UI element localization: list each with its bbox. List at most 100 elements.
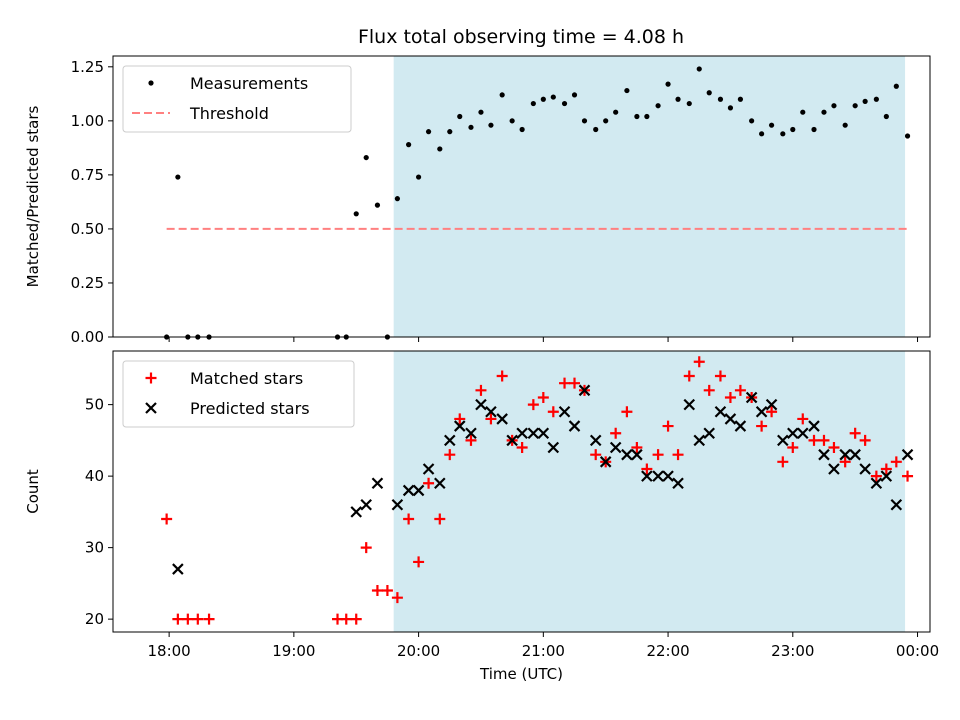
data-point [662, 470, 674, 482]
top-ytick-label: 1.00 [71, 112, 104, 130]
data-point [839, 448, 851, 461]
data-point [578, 384, 591, 397]
data-point [893, 83, 899, 89]
data-point [363, 154, 369, 161]
data-point [756, 420, 768, 432]
bottom-ylabel: Count [24, 469, 42, 514]
top-observing-span [393, 56, 906, 337]
data-point [444, 449, 456, 461]
top-series-measurements [164, 66, 911, 340]
data-point [655, 103, 661, 109]
legend-label: Threshold [189, 104, 269, 123]
data-point [593, 126, 599, 133]
data-point [457, 113, 463, 120]
data-point [340, 613, 352, 625]
data-point [561, 100, 568, 107]
data-point [641, 470, 653, 482]
bottom-xtick-label: 21:00 [522, 642, 565, 660]
legend-marker-predicted-stars [145, 402, 157, 414]
data-point [609, 441, 622, 454]
data-point [527, 427, 540, 440]
data-point [890, 456, 902, 468]
data-point [465, 434, 477, 446]
bottom-ytick-label: 20 [85, 610, 104, 628]
data-point [839, 456, 851, 468]
data-point [550, 94, 556, 100]
data-point [808, 420, 820, 432]
legend-box [122, 360, 355, 428]
data-point [641, 463, 653, 475]
data-point [371, 477, 384, 490]
data-point [665, 81, 671, 87]
top-ytick-label: 1.25 [71, 58, 104, 76]
data-point [696, 66, 702, 72]
data-point [603, 118, 609, 124]
data-point [714, 370, 726, 382]
data-point [683, 398, 696, 411]
data-point [818, 434, 830, 446]
chart-title: Flux total observing time = 4.08 h [358, 26, 684, 48]
data-point [880, 463, 892, 475]
data-point [904, 133, 911, 139]
data-point [765, 398, 778, 411]
bottom-xtick-label: 18:00 [148, 642, 191, 660]
data-point [849, 427, 861, 439]
data-point [662, 420, 674, 432]
data-point [444, 434, 456, 447]
data-point [527, 399, 539, 411]
data-point [547, 406, 559, 418]
data-point [890, 498, 903, 511]
data-point [714, 405, 727, 418]
data-point [360, 542, 372, 554]
data-point [381, 585, 393, 597]
data-point [172, 563, 184, 575]
data-point [599, 456, 612, 468]
data-point [547, 441, 560, 454]
data-point [686, 100, 692, 107]
data-point [870, 477, 883, 490]
data-point [192, 613, 204, 625]
data-point [403, 513, 415, 525]
data-point [862, 98, 868, 104]
data-point [621, 406, 633, 418]
data-point [488, 122, 494, 128]
data-point [434, 477, 446, 490]
data-point [350, 613, 362, 625]
data-point [465, 427, 477, 440]
data-point [749, 118, 755, 124]
data-point [425, 129, 432, 135]
data-point [811, 126, 817, 133]
data-point [724, 391, 736, 403]
data-point [631, 448, 643, 461]
data-point [766, 406, 778, 418]
data-point [453, 420, 466, 432]
data-point [371, 585, 383, 597]
data-point [172, 613, 184, 625]
data-point [797, 413, 809, 425]
data-point [652, 449, 664, 461]
data-point [360, 498, 372, 511]
data-point [768, 122, 775, 128]
data-point [745, 391, 758, 404]
bottom-observing-span [393, 351, 906, 632]
data-point [755, 405, 768, 418]
top-axes-frame [112, 55, 931, 338]
data-point [415, 174, 422, 180]
data-point [631, 442, 643, 454]
data-point [734, 420, 747, 432]
data-point [413, 556, 425, 568]
data-point [402, 484, 415, 497]
data-point [821, 109, 827, 115]
top-ytick-label: 0.50 [71, 220, 104, 238]
bottom-xtick-label: 00:00 [896, 642, 939, 660]
data-point [737, 96, 744, 102]
data-point [852, 103, 858, 109]
data-point [475, 398, 487, 411]
data-point [568, 420, 581, 432]
bottom-series-predicted-stars [172, 384, 914, 575]
data-point [796, 427, 809, 440]
data-point [717, 96, 724, 102]
data-point [422, 463, 435, 475]
data-point [652, 470, 664, 482]
data-point [496, 413, 508, 425]
